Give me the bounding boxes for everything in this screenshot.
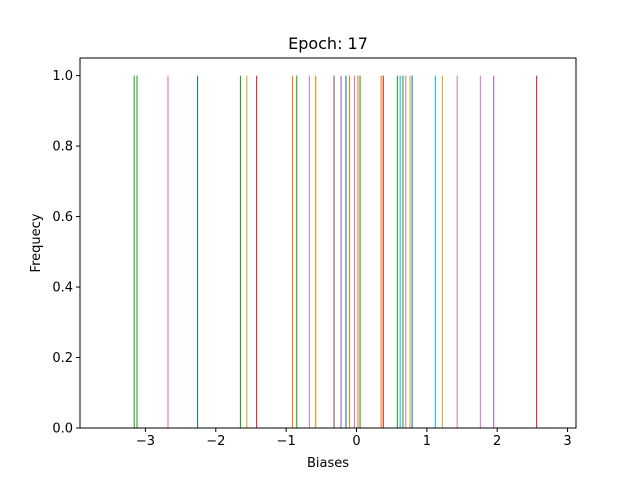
chart-title: Epoch: 17 [288,34,368,53]
histogram-bar [396,75,398,429]
histogram-bar [409,75,411,429]
histogram-bar [456,75,458,429]
histogram-bar [256,75,258,429]
histogram-bar [246,75,248,429]
y-tick-label: 0.8 [52,140,73,155]
histogram-bar [493,75,495,429]
histogram-bar [348,75,351,429]
histogram-bar [353,75,355,429]
histogram-bar [405,75,407,429]
y-axis-ticks: 0.0 0.2 0.4 0.6 0.8 1.0 [52,69,80,437]
y-tick-label: 0.4 [52,281,73,296]
histogram-bar [296,75,298,429]
histogram-bar [399,75,401,429]
histogram-bar [291,75,294,429]
y-tick-label: 0.0 [52,422,73,437]
histogram-bar [333,75,335,429]
histogram-bar [345,75,347,429]
histogram-bar [196,75,199,429]
histogram-bar [359,75,361,429]
x-tick-label: −3 [136,434,155,449]
histogram-bar [382,75,384,429]
x-tick-label: −2 [206,434,225,449]
histogram-bar [340,75,342,429]
x-tick-label: 0 [352,434,360,449]
x-tick-label: −1 [277,434,296,449]
histogram-bar [479,75,481,429]
y-axis-label: Frequecy [29,213,44,272]
y-tick-label: 0.2 [52,351,73,366]
histogram-bar [434,75,436,429]
histogram-bar [402,75,404,429]
x-tick-label: 2 [493,434,501,449]
histogram-bar [308,75,310,429]
y-tick-label: 1.0 [52,69,73,84]
x-tick-label: 3 [563,434,571,449]
histogram-bar [133,75,135,429]
histogram-bar [411,75,413,429]
x-axis-label: Biases [307,456,349,471]
histogram-bar [441,75,443,429]
y-tick-label: 0.6 [52,210,73,225]
histogram-bar [536,75,538,429]
histogram-bar [357,75,359,429]
histogram-bar [380,75,382,429]
plot-frame [79,57,577,429]
x-tick-label: 1 [423,434,431,449]
x-axis-ticks: −3 −2 −1 0 1 2 3 [136,428,572,449]
bars-layer [133,75,538,429]
histogram-bar [239,75,242,429]
histogram-bar [136,75,138,429]
histogram-bar [315,75,317,429]
histogram-bar [167,75,169,429]
